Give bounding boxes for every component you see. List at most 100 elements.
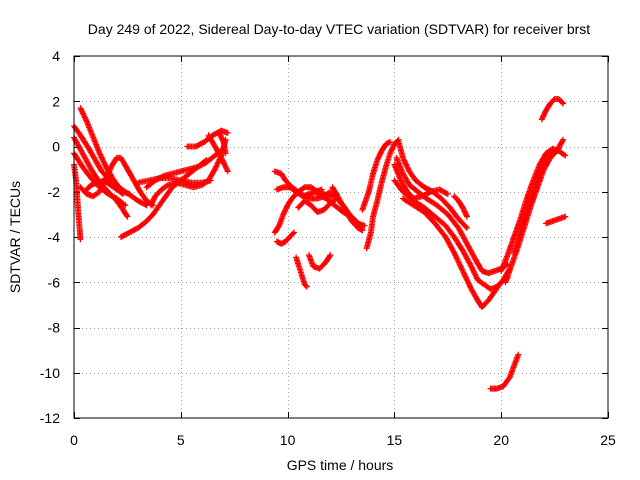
data-point bbox=[537, 167, 544, 174]
data-point bbox=[83, 117, 90, 124]
data-point bbox=[98, 184, 105, 191]
data-point bbox=[462, 273, 469, 280]
data-point bbox=[81, 113, 88, 120]
data-point bbox=[124, 213, 131, 220]
data-point bbox=[213, 163, 220, 170]
grid-lines bbox=[74, 56, 608, 418]
data-point bbox=[211, 167, 218, 174]
data-point bbox=[470, 267, 477, 274]
series-track-35 bbox=[511, 145, 562, 256]
y-tick-label: -8 bbox=[48, 320, 61, 336]
data-point bbox=[103, 173, 110, 180]
plot-frame bbox=[73, 55, 609, 419]
series-track-14 bbox=[216, 129, 229, 157]
data-point bbox=[327, 252, 334, 259]
data-point bbox=[467, 262, 474, 269]
data-point bbox=[359, 227, 366, 234]
data-point bbox=[80, 111, 87, 118]
data-point bbox=[222, 162, 229, 169]
series-track-19 bbox=[293, 254, 310, 290]
y-tick-label: 0 bbox=[52, 139, 60, 155]
data-point bbox=[101, 159, 108, 166]
y-tick-label: -6 bbox=[48, 274, 61, 290]
data-point bbox=[464, 213, 471, 220]
y-tick-label: 4 bbox=[52, 48, 60, 64]
data-point bbox=[303, 283, 310, 290]
data-point bbox=[451, 251, 458, 258]
data-point bbox=[100, 180, 107, 187]
data-point bbox=[466, 283, 473, 290]
data-point bbox=[468, 264, 475, 271]
data-point bbox=[540, 162, 547, 169]
series-track-31 bbox=[451, 193, 471, 220]
data-point bbox=[79, 109, 86, 116]
data-point bbox=[97, 186, 104, 193]
x-tick-label: 0 bbox=[70, 432, 78, 448]
data-point bbox=[108, 164, 115, 171]
y-tick-label: -4 bbox=[48, 229, 61, 245]
x-axis-tick-labels: 0 5 10 15 20 25 bbox=[70, 432, 616, 448]
data-point bbox=[78, 107, 85, 114]
data-point bbox=[97, 151, 104, 158]
data-point bbox=[538, 166, 545, 173]
data-point bbox=[77, 105, 84, 112]
data-point bbox=[122, 202, 129, 209]
series-track-30 bbox=[395, 138, 471, 231]
data-point bbox=[106, 168, 113, 175]
y-tick-label: -10 bbox=[40, 365, 60, 381]
data-point bbox=[101, 161, 108, 168]
series-track-33 bbox=[498, 145, 569, 274]
data-point bbox=[105, 169, 112, 176]
data-point bbox=[326, 253, 333, 260]
series-track-28 bbox=[399, 195, 511, 311]
data-point bbox=[458, 265, 465, 272]
data-point bbox=[96, 188, 103, 195]
data-point bbox=[103, 175, 110, 182]
data-point bbox=[443, 190, 450, 197]
data-point bbox=[159, 173, 166, 180]
y-tick-label: -12 bbox=[40, 410, 60, 426]
x-tick-label: 25 bbox=[600, 432, 616, 448]
data-point bbox=[96, 150, 103, 157]
data-point bbox=[403, 161, 410, 168]
data-point bbox=[222, 150, 229, 157]
data-point bbox=[560, 151, 567, 158]
data-point bbox=[107, 165, 114, 172]
data-point bbox=[460, 269, 467, 276]
data-point bbox=[459, 266, 466, 273]
data-point bbox=[459, 267, 466, 274]
data-point bbox=[472, 271, 479, 278]
series-track-4 bbox=[71, 161, 84, 243]
data-point bbox=[102, 162, 109, 169]
data-point bbox=[444, 191, 451, 198]
data-point bbox=[213, 162, 220, 169]
data-point bbox=[97, 153, 104, 160]
data-point bbox=[123, 212, 130, 219]
data-point bbox=[469, 266, 476, 273]
series-track-20 bbox=[305, 252, 334, 272]
data-point bbox=[554, 146, 561, 153]
x-axis-label: GPS time / hours bbox=[287, 457, 394, 473]
data-point bbox=[456, 260, 463, 267]
data-point bbox=[559, 99, 566, 106]
data-point bbox=[405, 165, 412, 172]
data-point bbox=[453, 255, 460, 262]
series-track-23 bbox=[329, 184, 366, 234]
data-series bbox=[71, 95, 569, 392]
series-track-18 bbox=[273, 229, 298, 247]
x-tick-label: 20 bbox=[493, 432, 509, 448]
series-track-13 bbox=[205, 132, 231, 175]
data-point bbox=[453, 254, 460, 261]
series-track-7 bbox=[77, 154, 157, 209]
data-point bbox=[560, 136, 567, 143]
data-point bbox=[515, 351, 522, 358]
series-track-25 bbox=[359, 138, 394, 213]
series-track-36 bbox=[538, 95, 567, 123]
data-point bbox=[361, 222, 368, 229]
data-point bbox=[541, 161, 548, 168]
data-point bbox=[455, 258, 462, 265]
data-point bbox=[218, 154, 225, 161]
data-point bbox=[118, 190, 125, 197]
data-point bbox=[562, 152, 569, 159]
